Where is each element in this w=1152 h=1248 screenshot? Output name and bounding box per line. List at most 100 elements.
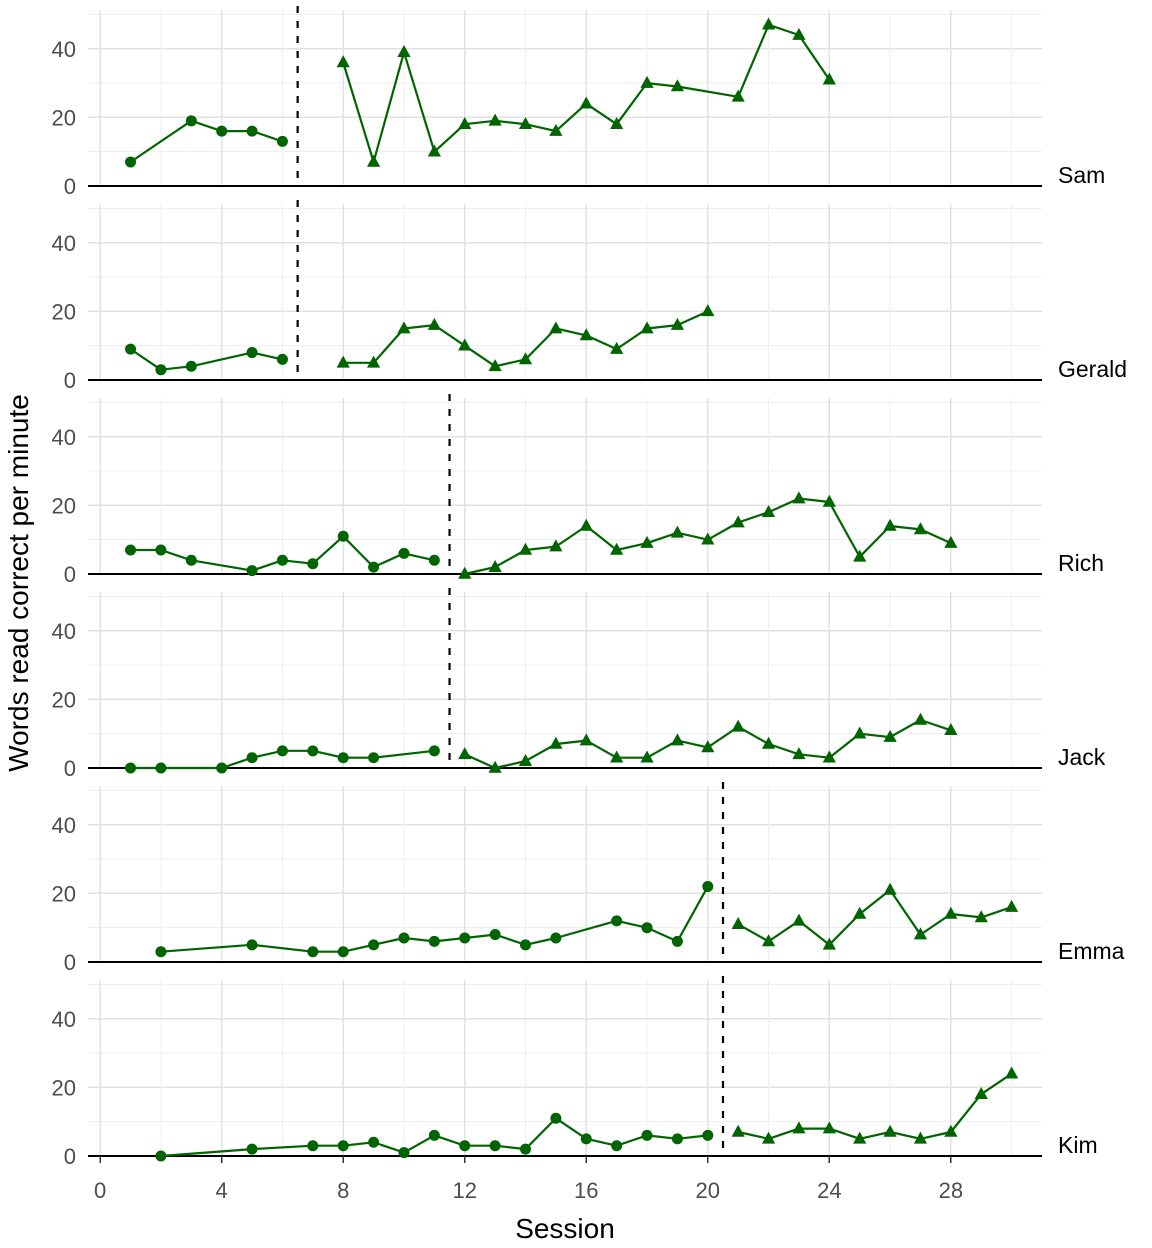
data-point-circle [155, 1150, 167, 1162]
data-point-triangle [549, 539, 563, 552]
data-point-triangle [701, 532, 715, 545]
data-point-triangle [610, 750, 624, 763]
data-point-triangle [670, 733, 685, 746]
data-point-triangle [761, 505, 776, 518]
facet-label-sam: Sam [1058, 162, 1105, 188]
data-point-circle [155, 762, 167, 774]
data-point-triangle [822, 494, 836, 507]
data-point-circle [550, 1112, 562, 1124]
data-point-triangle [731, 1124, 745, 1137]
y-tick-label: 40 [52, 1007, 76, 1032]
data-point-circle [155, 946, 167, 958]
data-point-circle [702, 1129, 714, 1141]
data-point-triangle [913, 927, 928, 940]
data-point-circle [398, 547, 410, 559]
data-point-triangle [488, 359, 502, 372]
data-point-triangle [822, 750, 836, 763]
data-point-triangle [944, 723, 958, 736]
data-point-triangle [518, 352, 533, 365]
data-point-triangle [518, 117, 533, 130]
data-point-triangle [336, 55, 350, 68]
data-point-circle [641, 1129, 653, 1141]
data-point-circle [520, 939, 532, 951]
kim-intervention-line [737, 1072, 1013, 1140]
chart-panels: 0 20 40 Sam 0 20 40 Gerald 0 20 40 Rich 0 20 40 Jack 0 20… [52, 6, 1127, 1169]
data-point-triangle [731, 515, 745, 528]
data-point-triangle [640, 75, 654, 88]
y-axis-title: Words read correct per minute [3, 394, 34, 772]
data-point-triangle [518, 753, 533, 766]
data-point-triangle [761, 736, 776, 749]
data-point-triangle [761, 1131, 776, 1144]
data-point-circle [185, 360, 197, 372]
data-point-triangle [792, 27, 806, 40]
data-point-triangle [883, 1124, 897, 1137]
data-point-circle [276, 554, 288, 566]
x-tick-label: 16 [574, 1178, 598, 1203]
data-point-circle [246, 347, 258, 359]
kim-baseline-line [159, 1117, 709, 1158]
data-point-triangle [944, 906, 958, 919]
y-tick-label: 40 [52, 37, 76, 62]
y-tick-label: 40 [52, 619, 76, 644]
facet-label-gerald: Gerald [1058, 356, 1127, 382]
data-point-triangle [731, 917, 745, 930]
data-point-triangle [974, 1087, 988, 1100]
data-point-triangle [913, 522, 928, 535]
data-point-circle [307, 745, 319, 757]
panel-sam: 0 20 40 Sam [52, 6, 1105, 199]
data-point-triangle [853, 1131, 867, 1144]
x-tick-label: 28 [939, 1178, 963, 1203]
data-point-triangle [701, 740, 715, 753]
x-tick-label: 12 [452, 1178, 476, 1203]
data-point-triangle [549, 123, 563, 136]
panel-rich: 0 20 40 Rich [52, 394, 1104, 587]
data-point-triangle [458, 338, 472, 351]
data-point-triangle [883, 518, 897, 531]
y-tick-label: 40 [52, 231, 76, 256]
data-point-circle [428, 745, 440, 757]
data-point-triangle [579, 328, 593, 341]
y-tick-label: 20 [52, 881, 76, 906]
y-tick-label: 20 [52, 1075, 76, 1100]
y-tick-label: 0 [64, 562, 76, 587]
data-point-circle [307, 1140, 319, 1152]
data-point-circle [428, 1129, 440, 1141]
data-point-circle [368, 752, 380, 764]
data-point-triangle [427, 317, 441, 330]
y-tick-label: 40 [52, 813, 76, 838]
data-point-triangle [670, 79, 685, 92]
data-point-circle [520, 1143, 532, 1155]
x-axis-title: Session [515, 1213, 615, 1244]
data-point-triangle [853, 549, 867, 562]
facet-label-emma: Emma [1058, 938, 1125, 964]
y-tick-label: 0 [64, 756, 76, 781]
data-point-triangle [488, 559, 502, 572]
data-point-triangle [640, 750, 654, 763]
y-tick-label: 20 [52, 105, 76, 130]
data-point-circle [611, 1140, 623, 1152]
data-point-triangle [853, 726, 867, 739]
data-point-triangle [944, 1124, 958, 1137]
data-point-circle [428, 554, 440, 566]
y-tick-label: 20 [52, 687, 76, 712]
data-point-triangle [822, 1121, 836, 1134]
panel-kim: 0 20 40 Kim [52, 976, 1098, 1169]
data-point-circle [580, 1133, 592, 1145]
data-point-circle [368, 1136, 380, 1148]
data-point-triangle [488, 113, 502, 126]
panel-gerald: 0 20 40 Gerald [52, 200, 1127, 393]
data-point-circle [337, 946, 349, 958]
data-point-circle [307, 946, 319, 958]
data-point-triangle [366, 154, 381, 167]
data-point-triangle [792, 1121, 806, 1134]
rich-baseline-line [129, 535, 436, 572]
x-tick-label: 24 [817, 1178, 841, 1203]
data-point-triangle [579, 733, 593, 746]
data-point-circle [155, 544, 167, 556]
data-point-circle [368, 939, 380, 951]
data-point-triangle [427, 144, 441, 157]
panel-jack: 0 20 40 Jack [52, 588, 1106, 781]
data-point-triangle [488, 760, 502, 773]
